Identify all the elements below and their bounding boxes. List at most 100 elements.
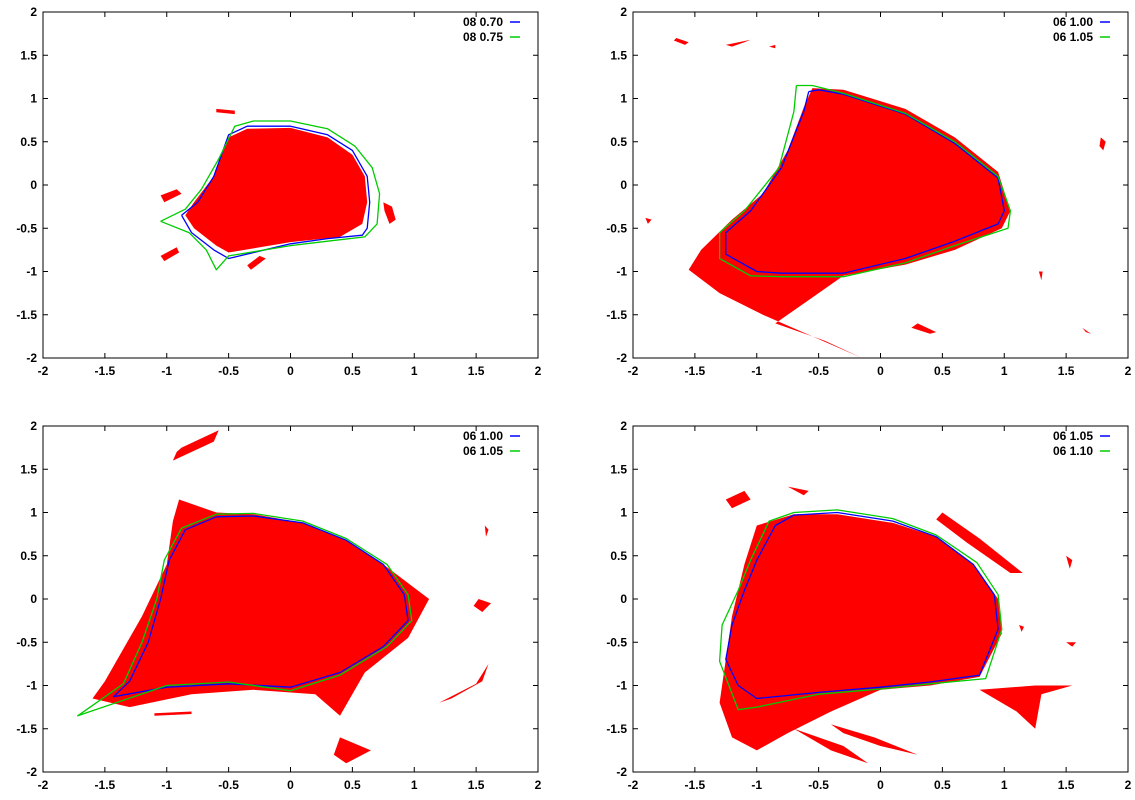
basin-island-0: [725, 490, 751, 509]
legend-label-0: 06 1.05: [1053, 429, 1093, 443]
series-line-1: [160, 120, 381, 271]
y-tick-label: -2: [26, 765, 37, 779]
basin-island-1: [725, 39, 751, 47]
basin-island-0: [673, 38, 689, 45]
y-tick-label: 0.5: [610, 549, 627, 563]
x-tick-label: -1.5: [95, 778, 116, 792]
x-tick-label: -1.5: [685, 778, 706, 792]
y-tick-label: 2: [30, 5, 37, 19]
x-tick-label: -1.5: [685, 364, 706, 378]
y-tick-label: 0.5: [20, 135, 37, 149]
x-tick-label: 2: [1125, 364, 1132, 378]
y-tick-label: 0.5: [20, 549, 37, 563]
x-tick-label: -2: [628, 364, 639, 378]
basin-island-7: [911, 323, 937, 334]
x-tick-label: 0.5: [934, 364, 951, 378]
chart-panel-bottom-left: -2 -1.5 -1 -0.5 0 0.5 1 1.5 2 2 1.5 1 0.5 0 -0.5 -1 -1.5…: [16, 419, 541, 792]
x-tick-label: 1.5: [468, 364, 485, 378]
y-tick-label: 1.5: [610, 462, 627, 476]
basin-island-2: [160, 247, 180, 262]
y-tick-label: 1: [30, 506, 37, 520]
x-tick-label: 0: [877, 364, 884, 378]
y-tick-label: -0.5: [606, 635, 627, 649]
y-tick-label: -1.5: [16, 308, 37, 322]
legend-label-1: 06 1.10: [1053, 444, 1093, 458]
x-tick-label: -0.5: [218, 364, 239, 378]
basin-island-0: [172, 430, 219, 461]
x-tick-label: -1: [751, 778, 762, 792]
x-tick-label: 2: [1125, 778, 1132, 792]
basin-island-4: [333, 737, 371, 764]
basin-island-3: [247, 255, 266, 270]
basin-island-3: [1066, 555, 1073, 569]
x-tick-label: -1: [751, 364, 762, 378]
x-tick-label: -2: [628, 778, 639, 792]
y-tick-label: -2: [616, 351, 627, 365]
y-tick-label: 2: [620, 5, 627, 19]
basin-island-6: [1082, 327, 1091, 334]
basin-region: [688, 88, 1011, 358]
basin-island-2: [936, 512, 1023, 573]
legend-label-1: 06 1.05: [463, 444, 503, 458]
basin-island-4: [383, 202, 396, 224]
legend-label-1: 08 0.75: [463, 30, 503, 44]
basin-island-8: [793, 728, 869, 764]
x-tick-label: 0.5: [344, 778, 361, 792]
x-tick-label: 2: [535, 364, 542, 378]
y-tick-label: 0.5: [610, 135, 627, 149]
y-tick-label: -1: [26, 265, 37, 279]
y-tick-label: -0.5: [16, 635, 37, 649]
x-tick-label: -0.5: [808, 364, 829, 378]
x-tick-label: 2: [535, 778, 542, 792]
basin-island-1: [484, 525, 489, 537]
x-tick-label: 1: [1001, 778, 1008, 792]
y-tick-label: 1: [620, 506, 627, 520]
chart-panel-top-right: -2 -1.5 -1 -0.5 0 0.5 1 1.5 2 2 1.5 1 0.5 0 -0.5 -1 -1.5…: [606, 5, 1131, 378]
y-tick-label: -1: [616, 679, 627, 693]
basin-island-4: [645, 217, 652, 224]
y-tick-label: -1.5: [16, 722, 37, 736]
basin-island-0: [216, 108, 235, 115]
series-line-0: [112, 515, 409, 698]
x-tick-label: 0.5: [344, 364, 361, 378]
x-tick-label: 0: [287, 364, 294, 378]
series-line-0: [181, 125, 371, 260]
chart-panel-bottom-right: -2 -1.5 -1 -0.5 0 0.5 1 1.5 2 2 1.5 1 0.5 0 -0.5 -1 -1.5…: [606, 419, 1131, 792]
legend-label-1: 06 1.05: [1053, 30, 1093, 44]
y-tick-label: 1.5: [20, 462, 37, 476]
y-tick-label: 1.5: [610, 48, 627, 62]
series-line-1: [77, 512, 413, 717]
legend-label-0: 08 0.70: [463, 15, 503, 29]
y-tick-label: -1.5: [606, 722, 627, 736]
y-tick-label: -0.5: [16, 221, 37, 235]
y-tick-label: -1.5: [606, 308, 627, 322]
x-tick-label: 1: [411, 778, 418, 792]
basin-island-1: [160, 189, 182, 203]
x-tick-label: 1: [1001, 364, 1008, 378]
y-tick-label: 1: [30, 92, 37, 106]
x-tick-label: -1: [161, 778, 172, 792]
x-tick-label: -1: [161, 364, 172, 378]
series-line-0: [725, 89, 1005, 274]
series-line-1: [718, 84, 1012, 278]
y-tick-label: 1.5: [20, 48, 37, 62]
y-tick-label: 1: [620, 92, 627, 106]
y-tick-label: -1: [616, 265, 627, 279]
x-tick-label: 1: [411, 364, 418, 378]
y-tick-label: 2: [30, 419, 37, 433]
x-tick-label: 1.5: [468, 778, 485, 792]
series-line-0: [725, 511, 999, 700]
y-tick-label: 0: [30, 178, 37, 192]
x-tick-label: -2: [38, 364, 49, 378]
basin-island-3: [439, 663, 489, 703]
x-tick-label: 0: [877, 778, 884, 792]
chart-panel-top-left: -2 -1.5 -1 -0.5 0 0.5 1 1.5 2 2 1.5 1 0.5 0 -0.5 -1 -1.5…: [16, 5, 541, 378]
y-tick-label: 0: [620, 592, 627, 606]
basin-region: [185, 127, 368, 253]
x-tick-label: -2: [38, 778, 49, 792]
legend-label-0: 06 1.00: [463, 429, 503, 443]
y-tick-label: -1: [26, 679, 37, 693]
basin-island-2: [473, 599, 491, 612]
basin-island-3: [1099, 137, 1106, 151]
